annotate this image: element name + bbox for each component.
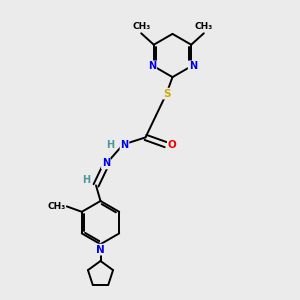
Text: O: O: [168, 140, 177, 150]
Text: CH₃: CH₃: [195, 22, 213, 31]
Text: S: S: [163, 88, 170, 99]
Text: N: N: [120, 140, 129, 150]
Text: CH₃: CH₃: [132, 22, 150, 31]
Text: N: N: [189, 61, 197, 71]
Text: CH₃: CH₃: [47, 202, 65, 211]
Text: H: H: [106, 140, 115, 150]
Text: N: N: [148, 61, 156, 71]
Text: N: N: [96, 244, 105, 255]
Text: N: N: [102, 158, 110, 169]
Text: H: H: [82, 175, 91, 185]
